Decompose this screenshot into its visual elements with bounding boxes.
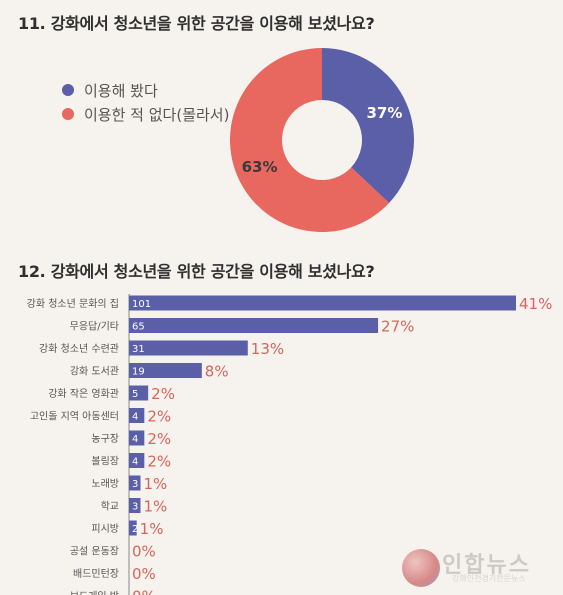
bar-value-label: 4 (132, 457, 138, 468)
watermark-text: 인합뉴스 (442, 553, 531, 578)
watermark: 인합뉴스 강화인천경기전문뉴스 (400, 545, 560, 591)
bar-percent-label: 2% (147, 430, 171, 448)
donut-slice-label: 37% (366, 104, 402, 122)
bar-percent-label: 41% (519, 295, 552, 313)
bar-category-label: 강화 청소년 문화의 집 (27, 298, 119, 310)
bar-category-label: 강화 청소년 수련관 (39, 343, 119, 355)
bar-percent-label: 0% (132, 543, 156, 561)
donut-slice-label: 63% (242, 158, 278, 176)
bar-percent-label: 1% (143, 498, 167, 516)
donut-legend: 이용해 봤다 이용한 적 없다(몰라서) (62, 78, 229, 126)
watermark-logo (402, 549, 440, 587)
bar-category-label: 보드게임 방 (70, 590, 119, 595)
bar-value-label: 3 (132, 479, 138, 490)
bar-value-label: 4 (132, 434, 138, 445)
bar-category-label: 고인돌 지역 아동센터 (30, 411, 119, 423)
legend-label-used: 이용해 봤다 (84, 81, 158, 100)
bar-category-label: 배드민턴장 (73, 568, 119, 580)
bar (129, 453, 145, 468)
legend-label-not-used: 이용한 적 없다(몰라서) (84, 105, 230, 124)
bar-category-label: 노래방 (91, 478, 119, 490)
bar-value-label: 101 (132, 299, 151, 310)
bar (129, 475, 141, 491)
bar-percent-label: 27% (381, 318, 414, 336)
bar-value-label: 5 (132, 389, 138, 400)
legend-dot-red (62, 108, 74, 120)
q12-title: 12. 강화에서 청소년을 위한 공간을 이용해 보셨나요? (18, 262, 375, 281)
bar-value-label: 31 (132, 344, 145, 355)
bar (129, 498, 141, 513)
watermark-subtext: 강화인천경기전문뉴스 (452, 574, 526, 583)
legend-item-used: 이용해 봤다 (62, 78, 229, 102)
bar-category-label: 강화 도서관 (70, 366, 119, 378)
bar (129, 408, 145, 423)
bar (129, 363, 202, 378)
bar (129, 318, 379, 333)
bar (129, 520, 137, 536)
bar-category-label: 공설 운동장 (70, 546, 119, 558)
legend-item-not-used: 이용한 적 없다(몰라서) (62, 102, 229, 126)
bar-category-label: 농구장 (91, 433, 119, 445)
bar-value-label: 19 (132, 367, 145, 378)
bar-category-label: 무응답/기타 (70, 321, 119, 333)
donut-slice (230, 48, 390, 232)
q11-title: 11. 강화에서 청소년을 위한 공간을 이용해 보셨나요? (18, 14, 375, 33)
legend-dot-blue (62, 84, 74, 96)
donut-slice (322, 48, 414, 203)
bar-percent-label: 13% (251, 340, 284, 358)
bar-percent-label: 2% (147, 408, 171, 426)
bar-percent-label: 2% (151, 385, 175, 403)
bar-percent-label: 1% (140, 520, 164, 538)
bar-category-label: 강화 작은 영화관 (48, 388, 119, 400)
bar-percent-label: 0% (132, 565, 156, 583)
bar-percent-label: 0% (132, 588, 156, 595)
bar-percent-label: 2% (147, 453, 171, 471)
bar-percent-label: 8% (205, 363, 229, 381)
bar (129, 340, 248, 356)
bar-category-label: 학교 (101, 501, 119, 513)
bar-category-label: 피시방 (91, 523, 119, 535)
bar-percent-label: 1% (143, 475, 167, 493)
bar-value-label: 65 (132, 322, 145, 333)
bar (129, 385, 149, 401)
bar-category-label: 볼링장 (91, 456, 119, 468)
bar-value-label: 2 (132, 524, 138, 535)
bar (129, 430, 145, 446)
bar-value-label: 3 (132, 502, 138, 513)
bar-value-label: 4 (132, 412, 138, 423)
bar (129, 295, 516, 311)
